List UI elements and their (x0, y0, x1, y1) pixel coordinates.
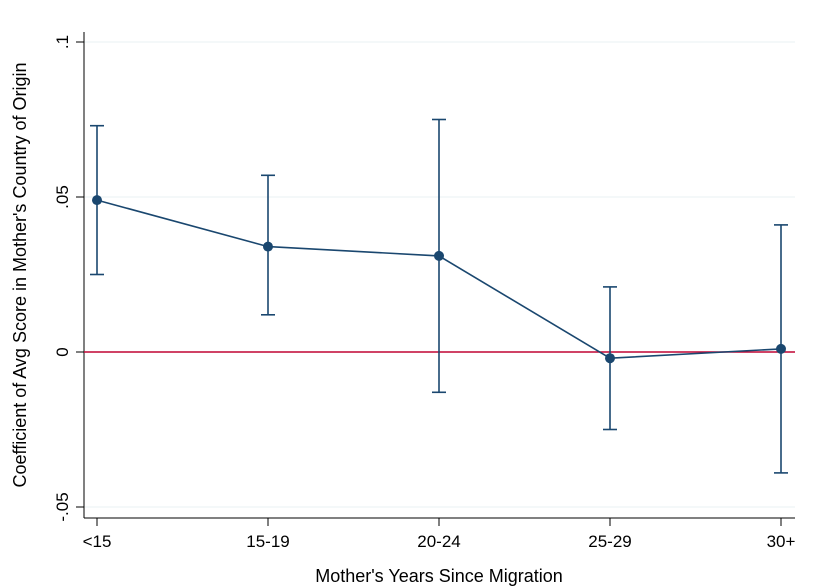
y-ticks: -.05 0 .05 .1 (53, 35, 84, 522)
y-tick-label: .1 (53, 35, 72, 49)
data-point (263, 242, 273, 252)
x-axis-title: Mother's Years Since Migration (315, 566, 563, 586)
x-tick-label: 15-19 (246, 532, 289, 551)
x-tick-label: <15 (83, 532, 112, 551)
x-ticks: <15 15-19 20-24 25-29 30+ (83, 518, 796, 551)
data-point (92, 195, 102, 205)
data-point (434, 251, 444, 261)
x-tick-label: 20-24 (417, 532, 460, 551)
y-tick-label: -.05 (53, 492, 72, 521)
x-tick-label: 30+ (767, 532, 796, 551)
x-tick-label: 25-29 (588, 532, 631, 551)
y-axis-title: Coefficient of Avg Score in Mother's Cou… (10, 63, 30, 488)
error-bars (90, 120, 788, 473)
y-tick-label: .05 (53, 185, 72, 209)
y-tick-label: 0 (53, 347, 72, 356)
data-point (605, 353, 615, 363)
data-point (776, 344, 786, 354)
